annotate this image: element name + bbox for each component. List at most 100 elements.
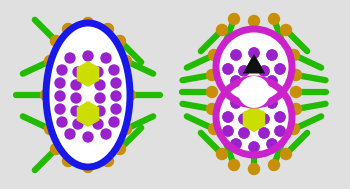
- Circle shape: [95, 80, 105, 90]
- Circle shape: [249, 96, 259, 106]
- Circle shape: [249, 48, 259, 58]
- Circle shape: [73, 67, 83, 77]
- Circle shape: [71, 93, 81, 103]
- Circle shape: [93, 67, 103, 77]
- Circle shape: [229, 160, 239, 170]
- Circle shape: [95, 93, 105, 103]
- Circle shape: [101, 53, 111, 63]
- Circle shape: [206, 104, 217, 115]
- Circle shape: [216, 79, 292, 155]
- Circle shape: [267, 50, 277, 60]
- Circle shape: [249, 142, 259, 152]
- Circle shape: [73, 119, 83, 129]
- Circle shape: [275, 112, 285, 122]
- Circle shape: [83, 51, 93, 61]
- Circle shape: [55, 91, 65, 101]
- Circle shape: [109, 117, 119, 127]
- Circle shape: [223, 64, 233, 74]
- Ellipse shape: [46, 23, 130, 167]
- Circle shape: [111, 104, 121, 114]
- Circle shape: [231, 98, 241, 108]
- Circle shape: [290, 104, 301, 115]
- Circle shape: [288, 123, 300, 135]
- Circle shape: [223, 126, 233, 136]
- Circle shape: [103, 156, 113, 167]
- Circle shape: [223, 112, 233, 122]
- Circle shape: [93, 119, 103, 129]
- Polygon shape: [243, 106, 265, 132]
- Circle shape: [65, 53, 75, 63]
- Circle shape: [231, 139, 241, 149]
- Circle shape: [223, 126, 233, 136]
- Circle shape: [275, 126, 285, 136]
- Polygon shape: [243, 106, 265, 132]
- Circle shape: [231, 98, 241, 108]
- Circle shape: [44, 56, 56, 67]
- Circle shape: [238, 76, 270, 108]
- Circle shape: [65, 129, 75, 139]
- Circle shape: [231, 76, 241, 86]
- Circle shape: [63, 156, 74, 167]
- Polygon shape: [243, 54, 265, 74]
- Circle shape: [267, 139, 277, 149]
- Circle shape: [111, 91, 121, 101]
- Circle shape: [280, 25, 292, 36]
- Circle shape: [55, 104, 65, 114]
- Circle shape: [267, 76, 277, 86]
- Circle shape: [231, 50, 241, 60]
- Circle shape: [95, 106, 105, 116]
- Circle shape: [267, 98, 277, 108]
- Circle shape: [231, 139, 241, 149]
- Circle shape: [239, 114, 249, 124]
- Circle shape: [83, 18, 93, 29]
- Circle shape: [83, 132, 93, 142]
- Circle shape: [209, 123, 219, 135]
- Circle shape: [275, 64, 285, 74]
- Circle shape: [275, 112, 285, 122]
- Circle shape: [217, 149, 228, 160]
- Circle shape: [239, 66, 249, 76]
- Circle shape: [248, 15, 259, 26]
- Circle shape: [109, 65, 119, 75]
- Circle shape: [249, 96, 259, 106]
- Circle shape: [239, 128, 249, 138]
- Circle shape: [120, 56, 132, 67]
- Circle shape: [267, 98, 277, 108]
- Polygon shape: [243, 54, 265, 74]
- Circle shape: [288, 50, 300, 60]
- Circle shape: [268, 160, 280, 170]
- Circle shape: [114, 36, 126, 46]
- Circle shape: [275, 64, 285, 74]
- Circle shape: [290, 70, 301, 81]
- Circle shape: [249, 78, 259, 88]
- Circle shape: [229, 13, 239, 25]
- Circle shape: [233, 71, 275, 113]
- Circle shape: [57, 65, 67, 75]
- Circle shape: [57, 117, 67, 127]
- Circle shape: [259, 128, 269, 138]
- Polygon shape: [77, 101, 99, 127]
- Circle shape: [206, 70, 217, 81]
- Circle shape: [249, 78, 259, 88]
- Circle shape: [231, 76, 241, 86]
- Circle shape: [280, 149, 292, 160]
- Circle shape: [71, 106, 81, 116]
- Circle shape: [249, 142, 259, 152]
- Circle shape: [114, 143, 126, 154]
- Circle shape: [239, 114, 249, 124]
- Circle shape: [268, 13, 280, 25]
- Circle shape: [50, 36, 62, 46]
- Circle shape: [216, 29, 292, 105]
- Circle shape: [275, 126, 285, 136]
- Circle shape: [290, 87, 301, 98]
- Circle shape: [209, 50, 219, 60]
- Circle shape: [101, 129, 111, 139]
- Circle shape: [125, 90, 135, 101]
- Circle shape: [120, 123, 132, 135]
- Circle shape: [259, 66, 269, 76]
- Circle shape: [259, 114, 269, 124]
- Circle shape: [239, 128, 249, 138]
- Circle shape: [267, 139, 277, 149]
- Circle shape: [41, 90, 51, 101]
- Circle shape: [223, 112, 233, 122]
